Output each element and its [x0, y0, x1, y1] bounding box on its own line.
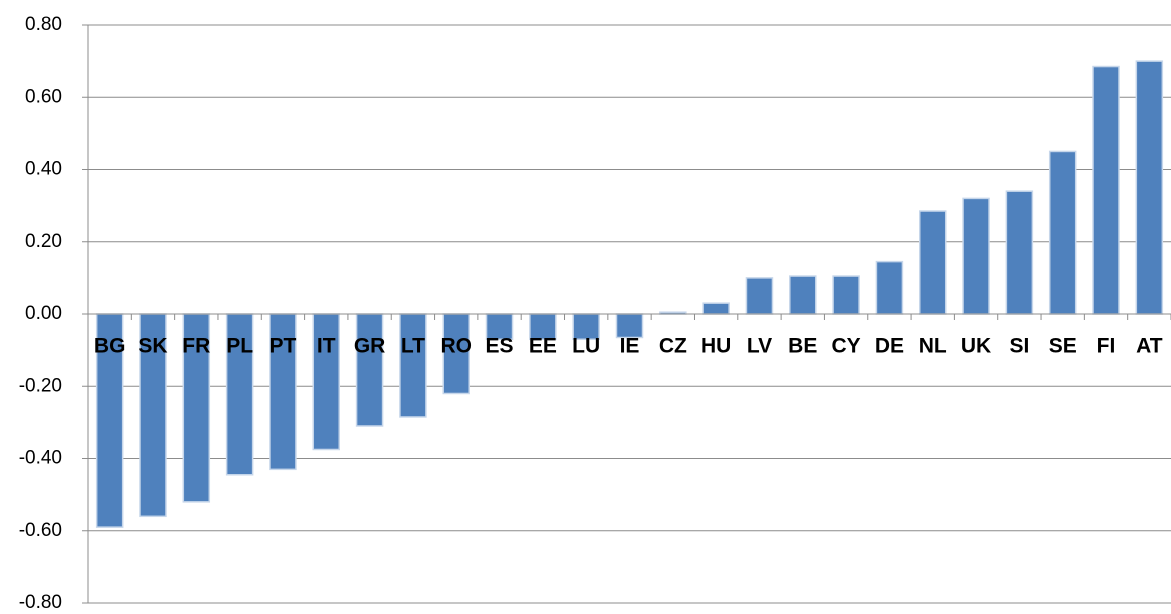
x-tick-label: AT	[1136, 335, 1163, 358]
bar	[485, 313, 514, 341]
y-tick-label: 0.40	[25, 159, 62, 180]
bar	[918, 210, 947, 315]
bar	[1092, 65, 1120, 315]
y-tick-label: 0.00	[25, 303, 62, 324]
x-tick-label: EE	[529, 335, 557, 358]
bar	[1005, 190, 1034, 315]
x-tick-label: CY	[832, 335, 861, 358]
bar	[139, 313, 167, 518]
bar	[789, 275, 817, 315]
bar	[832, 275, 860, 315]
x-tick-label: LT	[401, 335, 425, 358]
bar	[1048, 150, 1077, 315]
bar	[1135, 60, 1164, 315]
x-tick-label: IE	[620, 335, 640, 358]
x-tick-label: PL	[226, 335, 253, 358]
x-tick-label: UK	[961, 335, 991, 358]
x-tick-label: BG	[94, 335, 126, 358]
bar	[529, 313, 557, 341]
bar	[572, 313, 600, 341]
x-tick-label: DE	[875, 335, 904, 358]
x-tick-label: LV	[747, 335, 772, 358]
x-tick-label: SK	[138, 335, 167, 358]
x-tick-label: FI	[1097, 335, 1116, 358]
y-tick-label: -0.20	[19, 375, 62, 396]
y-tick-label: -0.80	[19, 592, 62, 613]
x-tick-label: HU	[701, 335, 731, 358]
y-tick-label: 0.20	[25, 231, 62, 252]
x-tick-label: BE	[788, 335, 817, 358]
x-tick-label: FR	[182, 335, 210, 358]
y-tick-label: 0.60	[25, 86, 62, 107]
x-tick-label: PT	[270, 335, 297, 358]
x-tick-label: GR	[354, 335, 386, 358]
x-tick-label: RO	[440, 335, 472, 358]
x-tick-label: SI	[1009, 335, 1029, 358]
y-tick-label: -0.60	[19, 520, 62, 541]
bar	[702, 302, 730, 315]
x-tick-label: ES	[486, 335, 514, 358]
x-tick-label: CZ	[659, 335, 687, 358]
x-tick-label: LU	[572, 335, 600, 358]
x-tick-label: SE	[1049, 335, 1077, 358]
bar	[355, 313, 384, 427]
bar	[269, 313, 297, 471]
x-tick-label: IT	[317, 335, 336, 358]
y-tick-label: 0.80	[25, 14, 62, 35]
bar	[399, 313, 427, 418]
bar	[875, 260, 904, 315]
y-tick-label: -0.40	[19, 448, 62, 469]
x-tick-label: NL	[919, 335, 947, 358]
bar	[962, 197, 990, 315]
bar	[442, 313, 470, 395]
bar	[745, 277, 774, 315]
